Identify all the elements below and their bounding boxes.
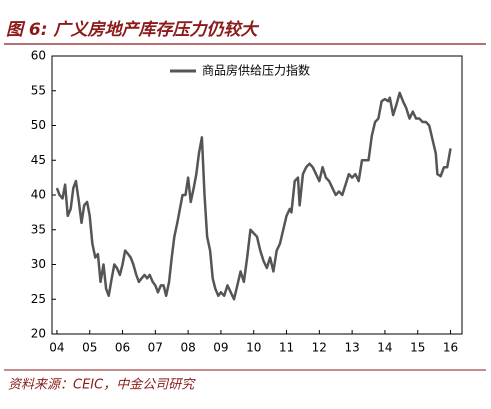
x-tick-label: 12 (312, 341, 327, 355)
y-tick-label: 30 (31, 257, 46, 271)
x-tick-label: 11 (279, 341, 294, 355)
legend-label: 商品房供给压力指数 (202, 63, 310, 78)
y-tick-label: 55 (31, 83, 46, 97)
chart-title: 图 6: 广义房地产库存压力仍较大 (6, 20, 259, 40)
y-tick-label: 45 (31, 153, 46, 167)
y-tick-label: 25 (31, 292, 46, 306)
x-tick-label: 06 (115, 341, 130, 355)
y-tick-label: 20 (31, 327, 46, 341)
x-tick-label: 08 (180, 341, 195, 355)
y-tick-label: 40 (31, 188, 46, 202)
x-tick-label: 05 (82, 341, 97, 355)
y-tick-label: 35 (31, 222, 46, 236)
x-tick-label: 10 (246, 341, 261, 355)
data-line (55, 91, 452, 301)
source: 资料来源：CEIC，中金公司研究 (8, 377, 196, 393)
x-tick-label: 14 (377, 341, 392, 355)
x-tick-label: 13 (344, 341, 359, 355)
x-tick-label: 07 (148, 341, 163, 355)
x-tick-label: 04 (49, 341, 64, 355)
x-tick-label: 15 (410, 341, 425, 355)
y-tick-label: 60 (31, 49, 46, 63)
x-tick-label: 16 (443, 341, 458, 355)
x-tick-label: 09 (213, 341, 228, 355)
y-tick-label: 50 (31, 118, 46, 132)
